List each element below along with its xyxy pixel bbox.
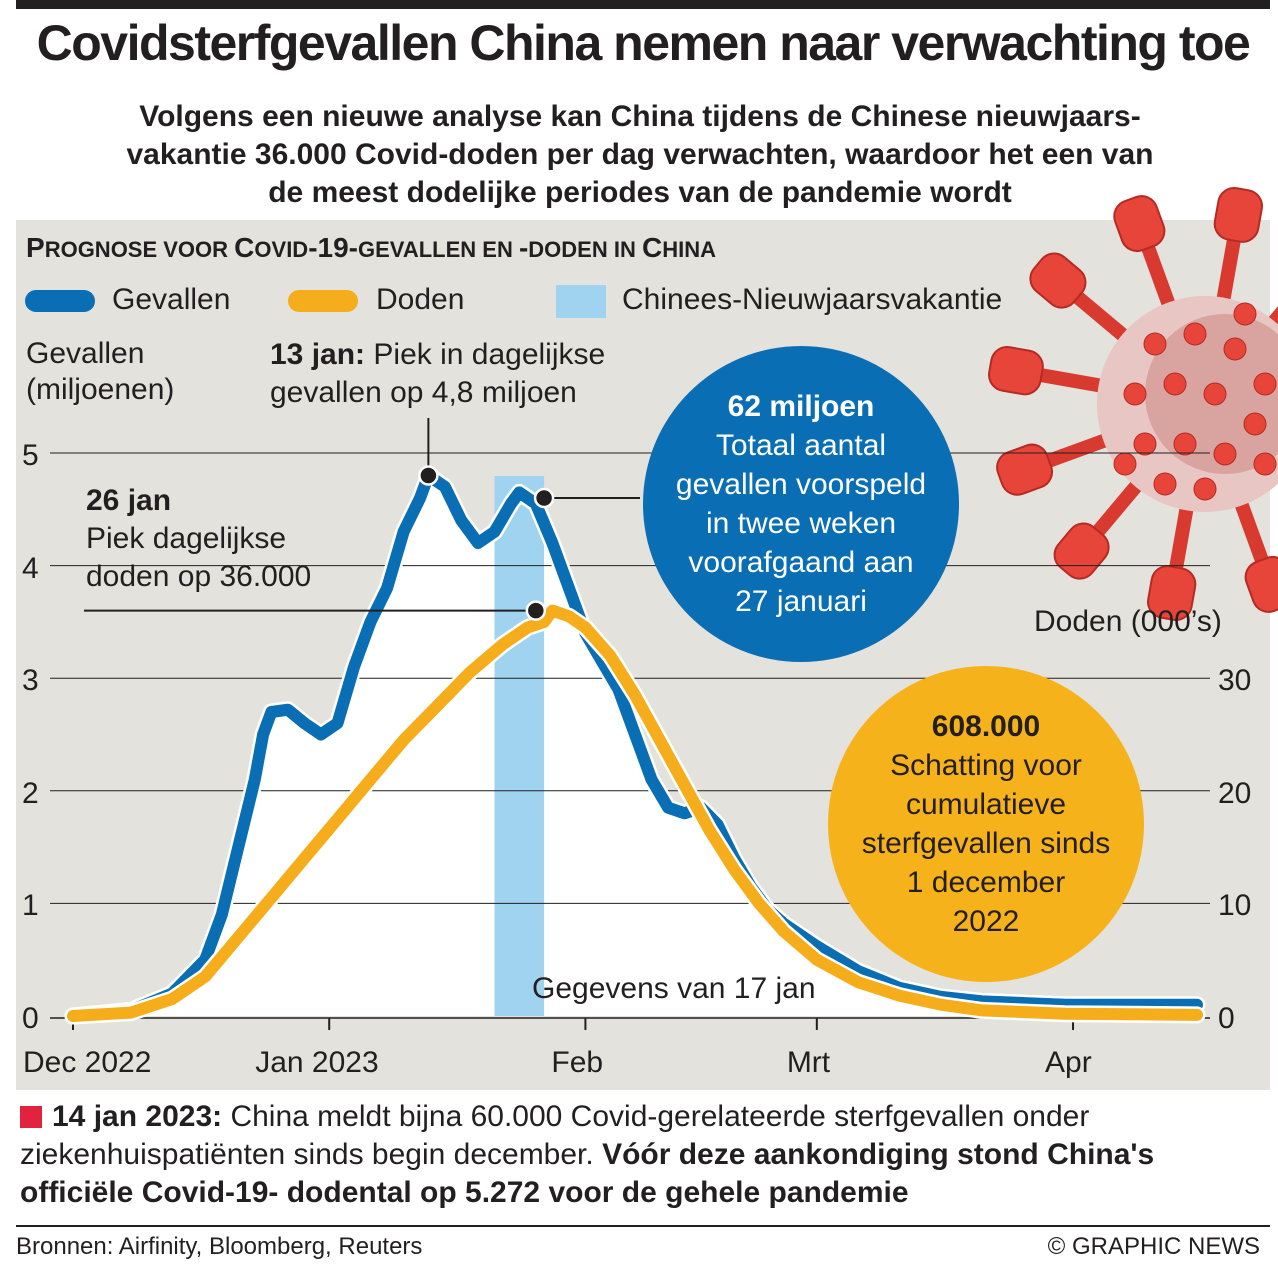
- cases-peak-text: Piek in dagelijkse: [373, 338, 606, 371]
- chart-title: PROGNOSE VOOR COVID-19-GEVALLEN EN -DODE…: [26, 232, 716, 264]
- cases-peak-date: 13 jan:: [270, 338, 366, 371]
- y-left-label-line: (miljoenen): [26, 373, 175, 406]
- subtitle-line: vakantie 36.000 Covid-doden per dag verw…: [126, 138, 1154, 171]
- y-left-label: Gevallen (miljoenen): [26, 336, 174, 408]
- y-left-tick-label: 5: [22, 439, 39, 472]
- subtitle: Volgens een nieuwe analyse kan China tij…: [40, 98, 1240, 212]
- x-tick-label: Mrt: [786, 1046, 831, 1079]
- chart-title-part: -19-: [308, 232, 358, 263]
- x-tick-label: Dec 2022: [23, 1046, 152, 1079]
- y-right-tick-label: 20: [1218, 776, 1252, 810]
- cases-peak-marker: [418, 465, 439, 486]
- footer-rule: [16, 1225, 1270, 1227]
- copyright: © GRAPHIC NEWS: [1047, 1233, 1260, 1260]
- legend-label-holiday: Chinees-Nieuwjaarsvakantie: [622, 283, 1003, 316]
- footnote: 14 jan 2023: China meldt bijna 60.000 Co…: [20, 1098, 1265, 1212]
- x-tick-label: Jan 2023: [255, 1046, 379, 1079]
- page-title: Covidsterfgevallen China nemen naar verw…: [36, 15, 1251, 71]
- cases-total-value: 62 miljoen: [727, 390, 875, 423]
- cases-peak-annotation: 13 jan: Piek in dagelijkse gevallen op 4…: [270, 336, 605, 412]
- y-left-tick-label: 1: [22, 889, 39, 923]
- y-left-tick-label: 4: [22, 551, 39, 585]
- cases-total-line: Totaal aantal: [715, 429, 887, 462]
- deaths-peak-line2: doden op 36.000: [86, 560, 312, 593]
- y-left-label-line: Gevallen: [26, 337, 145, 370]
- deaths-total-circle: 608.000 Schatting voor cumulatieve sterf…: [828, 666, 1144, 982]
- x-tick-label: Feb: [551, 1046, 604, 1079]
- cases-peak-text2: gevallen op 4,8 miljoen: [270, 376, 577, 409]
- deaths-total-line: 1 december: [906, 866, 1066, 899]
- chart-title-part: GEVALLEN EN: [358, 237, 519, 262]
- legend-label-cases: Gevallen: [112, 283, 231, 316]
- y-right-tick-label: 0: [1218, 1002, 1235, 1035]
- legend-label-deaths: Doden: [376, 283, 465, 316]
- cases-total-line: voorafgaand aan: [688, 546, 914, 579]
- y-left-tick-label: 3: [22, 664, 39, 698]
- chart-title-part: C: [641, 232, 663, 263]
- subtitle-line: Volgens een nieuwe analyse kan China tij…: [139, 100, 1141, 133]
- cases-total-circle: 62 miljoen Totaal aantal gevallen voorsp…: [643, 346, 959, 662]
- chart-title-part: DODEN IN: [528, 237, 642, 262]
- deaths-total-value: 608.000: [931, 710, 1041, 743]
- deaths-peak-date: 26 jan: [86, 484, 172, 517]
- cases-peak-annotation-line1: 13 jan: Piek in dagelijkse: [270, 336, 605, 374]
- cases-total-line: gevallen voorspeld: [675, 468, 927, 501]
- y-right-tick-label: 30: [1218, 664, 1252, 698]
- chart-title-part: P: [26, 232, 45, 263]
- deaths-peak-marker: [525, 600, 547, 621]
- cases-total-line: in twee weken: [705, 507, 897, 540]
- chart-title-part: HINA: [662, 237, 716, 262]
- deaths-line: [67, 604, 1203, 1022]
- data-date-note: Gegevens van 17 jan: [532, 972, 816, 1005]
- deaths-peak-annotation: 26 jan Piek dagelijkse doden op 36.000: [86, 482, 311, 596]
- y-left-tick-label: 2: [22, 776, 39, 810]
- y-right-label: Doden (000’s): [1034, 605, 1222, 638]
- y-right-tick-label: 10: [1218, 889, 1252, 923]
- deaths-total-line: 2022: [952, 905, 1020, 938]
- deaths-peak-line1: Piek dagelijkse: [86, 522, 287, 555]
- chart-title-part: OVID: [254, 237, 309, 262]
- deaths-total-line: Schatting voor: [890, 749, 1082, 782]
- top-rule: [16, 0, 1270, 9]
- footnote-date: 14 jan 2023:: [52, 1100, 223, 1133]
- footnote-text: China meldt bijna 60.000 Covid-gerelatee…: [20, 1100, 1090, 1171]
- sources: Bronnen: Airfinity, Bloomberg, Reuters: [16, 1233, 423, 1260]
- chart-title-part: C: [234, 232, 255, 263]
- subtitle-line: de meest dodelijke periodes van de pande…: [268, 176, 1012, 209]
- cases-total-line: 27 januari: [735, 585, 867, 618]
- x-tick-label: Apr: [1045, 1046, 1092, 1079]
- deaths-total-line: sterfgevallen sinds: [861, 827, 1111, 860]
- red-square-icon: [20, 1106, 42, 1128]
- chart-title-part: ROGNOSE VOOR: [44, 237, 235, 262]
- footnote-bold-text: Vóór deze aankondiging stond China's off…: [20, 1138, 1155, 1209]
- holiday-band: [494, 476, 545, 1016]
- chart-title-part: -: [518, 232, 529, 263]
- cases-total-marker: [533, 487, 555, 509]
- y-left-tick-label: 0: [22, 1002, 39, 1035]
- deaths-total-line: cumulatieve: [905, 788, 1067, 821]
